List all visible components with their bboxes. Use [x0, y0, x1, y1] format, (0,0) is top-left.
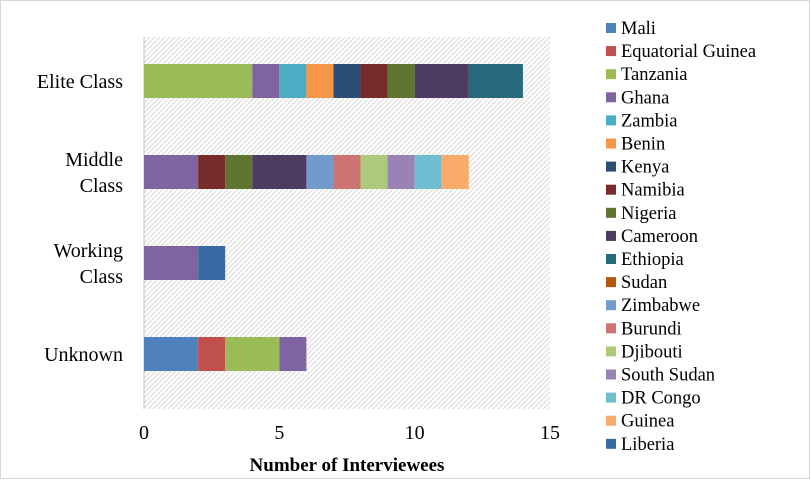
- legend-item: Kenya: [606, 158, 669, 178]
- bar-segment: [144, 64, 253, 98]
- legend-item: Equatorial Guinea: [606, 42, 756, 62]
- category-label: Unknown: [44, 344, 123, 366]
- legend-item: Nigeria: [606, 204, 676, 224]
- legend-swatch: [606, 369, 616, 380]
- legend-swatch: [606, 138, 616, 149]
- x-axis-title: Number of Interviewees: [250, 455, 445, 476]
- legend-swatch: [606, 207, 616, 218]
- legend-label: Cameroon: [621, 227, 698, 247]
- bar-segment: [333, 64, 361, 98]
- legend-item: Ethiopia: [606, 250, 684, 270]
- legend-label: Kenya: [621, 158, 669, 178]
- legend-swatch: [606, 115, 616, 126]
- bar-segment: [144, 246, 199, 280]
- legend-label: Zimbabwe: [621, 296, 700, 316]
- legend-swatch: [606, 92, 616, 103]
- bar-segment: [279, 337, 307, 371]
- legend-item: Djibouti: [606, 342, 683, 362]
- legend-item: Zambia: [606, 111, 678, 131]
- bar-segment: [252, 64, 280, 98]
- category-label: Elite Class: [37, 71, 123, 93]
- x-tick-label: 5: [274, 422, 284, 444]
- legend-item: Sudan: [606, 273, 667, 293]
- legend-item: Benin: [606, 135, 665, 155]
- legend-item: Mali: [606, 19, 656, 39]
- x-tick-label: 10: [405, 422, 425, 444]
- legend-label: Tanzania: [621, 65, 688, 85]
- legend-swatch: [606, 161, 616, 172]
- legend-label: Ghana: [621, 88, 669, 108]
- legend-label: Djibouti: [621, 342, 683, 362]
- legend-label: Mali: [621, 19, 656, 39]
- bar-segment: [306, 64, 334, 98]
- legend-swatch: [606, 69, 616, 80]
- legend-label: South Sudan: [621, 366, 715, 386]
- bar-segment: [225, 337, 280, 371]
- category-label: Working: [54, 240, 124, 262]
- legend-label: Zambia: [621, 111, 678, 131]
- legend-swatch: [606, 184, 616, 195]
- legend-item: Burundi: [606, 319, 682, 339]
- legend-swatch: [606, 23, 616, 33]
- category-labels: Elite Class Middle Class Working Class Unknow…: [37, 71, 123, 366]
- legend-item: DR Congo: [606, 389, 701, 409]
- category-label: Class: [80, 175, 124, 197]
- bar-segment: [387, 64, 415, 98]
- bar-segment: [225, 155, 253, 189]
- legend-item: Cameroon: [606, 227, 698, 247]
- legend-swatch: [606, 230, 616, 241]
- bar-segment: [360, 64, 388, 98]
- category-label: Middle: [65, 149, 123, 171]
- x-tick-labels: 0 5 10 15: [139, 422, 560, 444]
- legend-swatch: [606, 46, 616, 57]
- bar-segment: [468, 64, 523, 98]
- legend-item: Ghana: [606, 88, 669, 108]
- legend-swatch: [606, 277, 616, 288]
- legend-item: Liberia: [606, 435, 674, 455]
- bar-segment: [198, 337, 226, 371]
- x-tick-label: 15: [540, 422, 560, 444]
- legend-label: Burundi: [621, 319, 682, 339]
- legend: Mali Equatorial Guinea Tanzania Ghana Zambia…: [606, 19, 756, 455]
- bar-segment: [333, 155, 361, 189]
- bar-segment: [198, 155, 226, 189]
- legend-label: Equatorial Guinea: [621, 42, 756, 62]
- bar-segment: [144, 337, 199, 371]
- legend-label: Nigeria: [621, 204, 676, 224]
- legend-swatch: [606, 438, 616, 449]
- legend-label: Liberia: [621, 435, 674, 455]
- legend-swatch: [606, 392, 616, 403]
- legend-swatch: [606, 300, 616, 311]
- bars: [144, 64, 523, 371]
- bar-segment: [441, 155, 469, 189]
- legend-label: Ethiopia: [621, 250, 684, 270]
- legend-label: Sudan: [621, 273, 667, 293]
- legend-item: Zimbabwe: [606, 296, 700, 316]
- bar-segment: [252, 155, 307, 189]
- x-tick-label: 0: [139, 422, 149, 444]
- bar-segment: [144, 155, 199, 189]
- bar-segment: [387, 155, 415, 189]
- legend-label: Namibia: [621, 181, 685, 201]
- legend-label: Benin: [621, 135, 665, 155]
- legend-swatch: [606, 254, 616, 264]
- legend-swatch: [606, 415, 616, 426]
- legend-item: Tanzania: [606, 65, 688, 85]
- bar-segment: [360, 155, 388, 189]
- bar-segment: [198, 246, 226, 280]
- category-label: Class: [80, 266, 124, 288]
- bar-segment: [414, 64, 469, 98]
- legend-item: Namibia: [606, 181, 685, 201]
- bar-segment: [414, 155, 442, 189]
- legend-swatch: [606, 346, 616, 357]
- legend-label: DR Congo: [621, 389, 701, 409]
- legend-label: Guinea: [621, 412, 674, 432]
- bar-segment: [279, 64, 307, 98]
- legend-item: Guinea: [606, 412, 674, 432]
- legend-item: South Sudan: [606, 366, 715, 386]
- legend-swatch: [606, 323, 616, 334]
- bar-segment: [306, 155, 334, 189]
